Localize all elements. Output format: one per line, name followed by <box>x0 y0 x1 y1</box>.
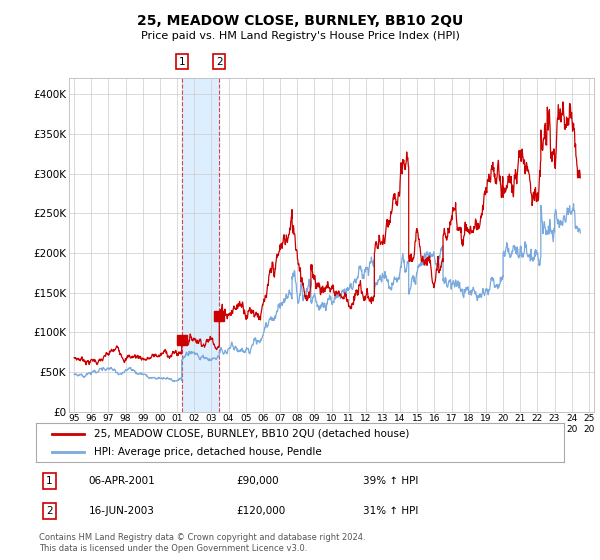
Text: £120,000: £120,000 <box>236 506 286 516</box>
Text: Price paid vs. HM Land Registry's House Price Index (HPI): Price paid vs. HM Land Registry's House … <box>140 31 460 41</box>
Text: 1: 1 <box>46 476 53 486</box>
Text: 39% ↑ HPI: 39% ↑ HPI <box>364 476 419 486</box>
Text: 25, MEADOW CLOSE, BURNLEY, BB10 2QU: 25, MEADOW CLOSE, BURNLEY, BB10 2QU <box>137 14 463 28</box>
Text: £90,000: £90,000 <box>236 476 279 486</box>
Text: 2: 2 <box>216 57 223 67</box>
Text: 1: 1 <box>178 57 185 67</box>
Text: 25, MEADOW CLOSE, BURNLEY, BB10 2QU (detached house): 25, MEADOW CLOSE, BURNLEY, BB10 2QU (det… <box>94 429 409 439</box>
Text: 16-JUN-2003: 16-JUN-2003 <box>89 506 155 516</box>
Text: 06-APR-2001: 06-APR-2001 <box>89 476 155 486</box>
Text: 2: 2 <box>46 506 53 516</box>
Text: 31% ↑ HPI: 31% ↑ HPI <box>364 506 419 516</box>
Text: HPI: Average price, detached house, Pendle: HPI: Average price, detached house, Pend… <box>94 447 322 457</box>
Text: Contains HM Land Registry data © Crown copyright and database right 2024.
This d: Contains HM Land Registry data © Crown c… <box>39 533 365 553</box>
Bar <box>182 78 219 412</box>
